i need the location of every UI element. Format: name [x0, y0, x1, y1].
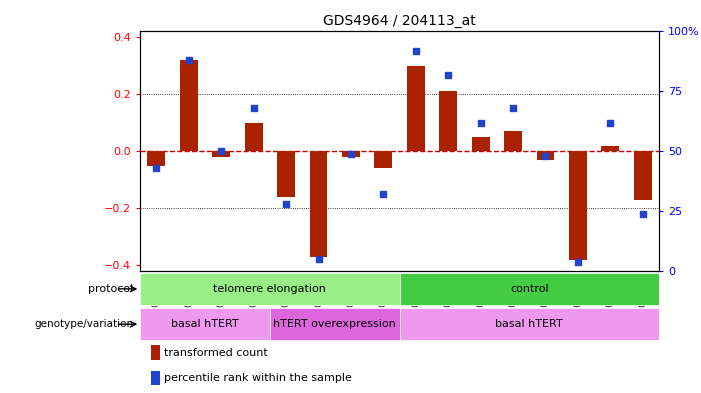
Text: hTERT overexpression: hTERT overexpression	[273, 319, 396, 329]
Text: genotype/variation: genotype/variation	[34, 319, 133, 329]
Bar	[212, 151, 230, 157]
Bar	[601, 145, 619, 151]
Point	[605, 119, 616, 126]
Bar	[374, 151, 393, 169]
Point	[151, 165, 162, 171]
Bar	[140, 308, 270, 340]
Bar	[147, 151, 165, 165]
Bar	[277, 151, 295, 197]
Bar	[634, 151, 652, 200]
Text: basal hTERT: basal hTERT	[496, 319, 563, 329]
Text: protocol: protocol	[88, 284, 133, 294]
Bar	[151, 345, 160, 360]
Point	[410, 48, 421, 54]
Bar	[400, 273, 659, 305]
Bar	[140, 273, 400, 305]
Point	[637, 211, 648, 217]
Bar	[342, 151, 360, 157]
Point	[508, 105, 519, 111]
Point	[540, 153, 551, 159]
Bar	[440, 91, 457, 151]
Point	[313, 256, 324, 263]
Point	[183, 57, 194, 63]
Text: control: control	[510, 284, 549, 294]
Text: transformed count: transformed count	[163, 348, 267, 358]
Text: telomere elongation: telomere elongation	[213, 284, 327, 294]
Text: percentile rank within the sample: percentile rank within the sample	[163, 373, 351, 383]
Bar	[400, 308, 659, 340]
Bar	[270, 308, 400, 340]
Point	[475, 119, 486, 126]
Point	[216, 148, 227, 154]
Point	[572, 259, 583, 265]
Bar	[151, 371, 160, 385]
Point	[442, 72, 454, 78]
Bar	[472, 137, 489, 151]
Bar	[310, 151, 327, 257]
Text: basal hTERT: basal hTERT	[171, 319, 239, 329]
Point	[346, 151, 357, 157]
Title: GDS4964 / 204113_at: GDS4964 / 204113_at	[323, 14, 476, 28]
Point	[280, 201, 292, 207]
Bar	[407, 66, 425, 151]
Point	[378, 191, 389, 198]
Bar	[536, 151, 554, 160]
Bar	[180, 60, 198, 151]
Bar	[504, 131, 522, 151]
Bar	[245, 123, 263, 151]
Bar	[569, 151, 587, 260]
Point	[248, 105, 259, 111]
